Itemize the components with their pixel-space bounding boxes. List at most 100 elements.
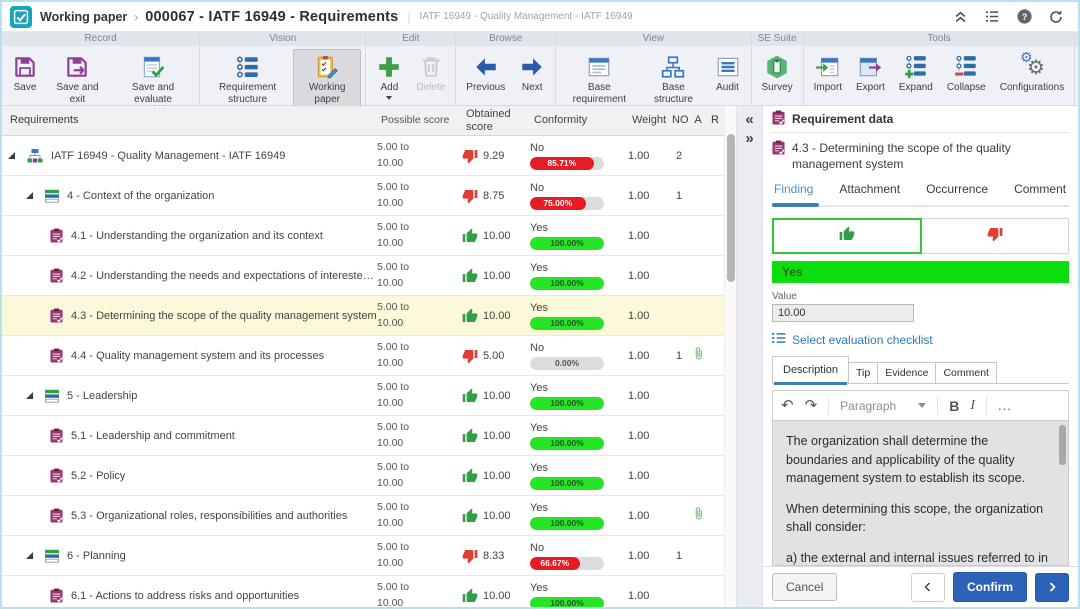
description-text[interactable]: The organization shall determine the bou… xyxy=(772,421,1069,566)
audit-button[interactable]: Audit xyxy=(709,49,747,107)
subtab-evidence[interactable]: Evidence xyxy=(877,362,937,384)
more-tools-button[interactable]: ... xyxy=(998,398,1012,414)
next-item-button[interactable] xyxy=(1035,572,1069,602)
requirement-row-5-1[interactable]: 5.1 - Leadership and commitment 5.00 to 10… xyxy=(2,416,724,456)
previous-button[interactable]: Previous xyxy=(460,49,511,103)
collapse-button[interactable]: Collapse xyxy=(941,49,992,103)
requirement-row-iatf-16949[interactable]: IATF 16949 - Quality Management - IATF 1… xyxy=(2,136,724,176)
column-header-obtained-score[interactable]: Obtained score xyxy=(466,108,511,133)
bold-button[interactable]: B xyxy=(949,397,960,414)
attachment-paperclip-icon[interactable] xyxy=(690,346,706,366)
collapse-panel-icon[interactable]: « xyxy=(745,111,754,128)
subtab-comment[interactable]: Comment xyxy=(935,362,997,384)
refresh-icon[interactable] xyxy=(1044,6,1068,28)
survey-button[interactable]: Survey xyxy=(756,49,799,103)
requirement-row-4-1[interactable]: 4.1 - Understanding the organization and… xyxy=(2,216,724,256)
subtab-description[interactable]: Description xyxy=(772,356,850,386)
tab-occurrence[interactable]: Occurrence xyxy=(926,182,989,197)
requirement-label: 4 - Context of the organization xyxy=(67,189,215,202)
weight-value: 1.00 xyxy=(628,309,650,322)
requirement-row-4-4[interactable]: 4.4 - Quality management system and its … xyxy=(2,336,724,376)
weight-value: 1.00 xyxy=(628,389,650,402)
expand-button[interactable]: Expand xyxy=(893,49,939,103)
thumbs-up-icon xyxy=(462,388,478,404)
export-button[interactable]: Export xyxy=(850,49,891,103)
requirement-row-5-3[interactable]: 5.3 - Organizational roles, responsibili… xyxy=(2,496,724,536)
nonconformity-count: 1 xyxy=(675,549,683,562)
requirement-structure-button[interactable]: Requirement structure xyxy=(204,49,291,107)
requirement-row-5-2[interactable]: 5.2 - Policy 5.00 to 10.00 10.00 Yes 100.00% 1… xyxy=(2,456,724,496)
description-paragraph: When determining this scope, the organiz… xyxy=(786,501,1044,534)
column-header-weight[interactable]: Weight xyxy=(632,114,667,127)
add-button[interactable]: Add xyxy=(370,49,408,103)
tree-expand-icon[interactable] xyxy=(26,552,33,559)
column-header-requirements[interactable]: Requirements xyxy=(10,114,79,127)
subtab-tip[interactable]: Tip xyxy=(848,362,879,384)
tree-expand-icon[interactable] xyxy=(26,392,33,399)
requirement-row-4-2[interactable]: 4.2 - Understanding the needs and expect… xyxy=(2,256,724,296)
requirement-row-4[interactable]: 4 - Context of the organization 5.00 to 10… xyxy=(2,176,724,216)
gears-icon: ⚙ ⚙ xyxy=(1019,48,1045,79)
button-label: Survey xyxy=(761,82,793,93)
column-header-conformity[interactable]: Conformity xyxy=(534,114,588,127)
tab-comment[interactable]: Comment xyxy=(1014,182,1067,197)
tab-attachment[interactable]: Attachment xyxy=(839,182,901,197)
import-button[interactable]: Import xyxy=(808,49,848,103)
requirement-icon xyxy=(772,140,785,172)
requirement-row-6[interactable]: 6 - Planning 5.00 to 10.00 8.33 No 66.67% 1.00… xyxy=(2,536,724,576)
previous-item-button[interactable] xyxy=(911,572,945,602)
requirement-label: IATF 16949 - Quality Management - IATF 1… xyxy=(51,149,286,162)
column-header-no[interactable]: NO xyxy=(672,114,689,127)
possible-score: 5.00 to 10.00 xyxy=(377,541,410,569)
attachment-paperclip-icon[interactable] xyxy=(690,506,706,526)
save-button[interactable]: Save xyxy=(6,49,44,119)
conformity-percent-bar: 100.00% xyxy=(530,516,604,530)
panel-header-title: Requirement data xyxy=(792,112,894,126)
obtained-score: 9.29 xyxy=(483,149,505,162)
help-icon[interactable]: ? xyxy=(1012,6,1036,28)
tree-expand-icon[interactable] xyxy=(26,192,33,199)
collapse-ribbon-icon[interactable] xyxy=(948,6,972,28)
working-paper-button[interactable]: Working paper xyxy=(292,49,362,107)
base-requirement-button[interactable]: Base requirement xyxy=(560,49,638,107)
requirement-row-6-1[interactable]: 6.1 - Actions to address risks and oppor… xyxy=(2,576,724,607)
thumbs-down-button[interactable] xyxy=(922,218,1069,255)
next-button[interactable]: Next xyxy=(513,49,551,103)
hierarchy-icon xyxy=(27,148,43,163)
import-icon xyxy=(815,53,841,80)
thumbs-up-icon xyxy=(462,428,478,444)
nonconformity-count: 1 xyxy=(675,349,683,362)
expand-panel-icon[interactable]: » xyxy=(745,130,754,147)
select-evaluation-checklist-link[interactable]: Select evaluation checklist xyxy=(772,332,1069,347)
column-header-a[interactable]: A xyxy=(694,114,702,127)
redo-icon[interactable]: ↷ xyxy=(804,397,818,415)
conformity-value: Yes xyxy=(530,501,548,514)
main-area: Requirements Possible score Obtained score… xyxy=(2,106,1078,607)
column-header-r[interactable]: R xyxy=(711,114,719,127)
activity-list-icon[interactable] xyxy=(980,6,1004,28)
table-scrollbar-thumb[interactable] xyxy=(727,134,735,282)
table-scrollbar[interactable] xyxy=(724,106,736,607)
save-and-exit-button[interactable]: Save and exit xyxy=(46,49,109,119)
editor-scrollbar[interactable] xyxy=(1059,423,1066,563)
breadcrumb[interactable]: Working paper xyxy=(40,9,128,24)
confirm-button[interactable]: Confirm xyxy=(953,572,1027,602)
italic-button[interactable]: I xyxy=(970,397,975,413)
thumbs-up-button[interactable] xyxy=(772,218,922,255)
value-input[interactable] xyxy=(772,304,914,323)
editor-scrollbar-thumb[interactable] xyxy=(1059,425,1066,466)
requirement-row-5[interactable]: 5 - Leadership 5.00 to 10.00 10.00 Yes 100.00… xyxy=(2,376,724,416)
cancel-button[interactable]: Cancel xyxy=(772,573,838,601)
requirement-row-4-3[interactable]: 4.3 - Determining the scope of the quali… xyxy=(2,296,724,336)
conformity-value: No xyxy=(530,341,545,354)
tab-finding[interactable]: Finding xyxy=(771,182,820,208)
base-structure-button[interactable]: Base structure xyxy=(640,49,706,107)
configurations-button[interactable]: ⚙ ⚙ Configurations xyxy=(994,49,1070,103)
paragraph-style-select[interactable]: Paragraph xyxy=(840,399,927,413)
column-header-possible-score[interactable]: Possible score xyxy=(381,113,450,126)
undo-icon[interactable]: ↶ xyxy=(781,397,794,415)
page-subtitle: IATF 16949 - Quality Management - IATF 1… xyxy=(419,11,633,22)
possible-score: 5.00 to 10.00 xyxy=(377,221,410,249)
tree-expand-icon[interactable] xyxy=(8,152,15,159)
clipboard-pencil-icon xyxy=(314,53,340,80)
